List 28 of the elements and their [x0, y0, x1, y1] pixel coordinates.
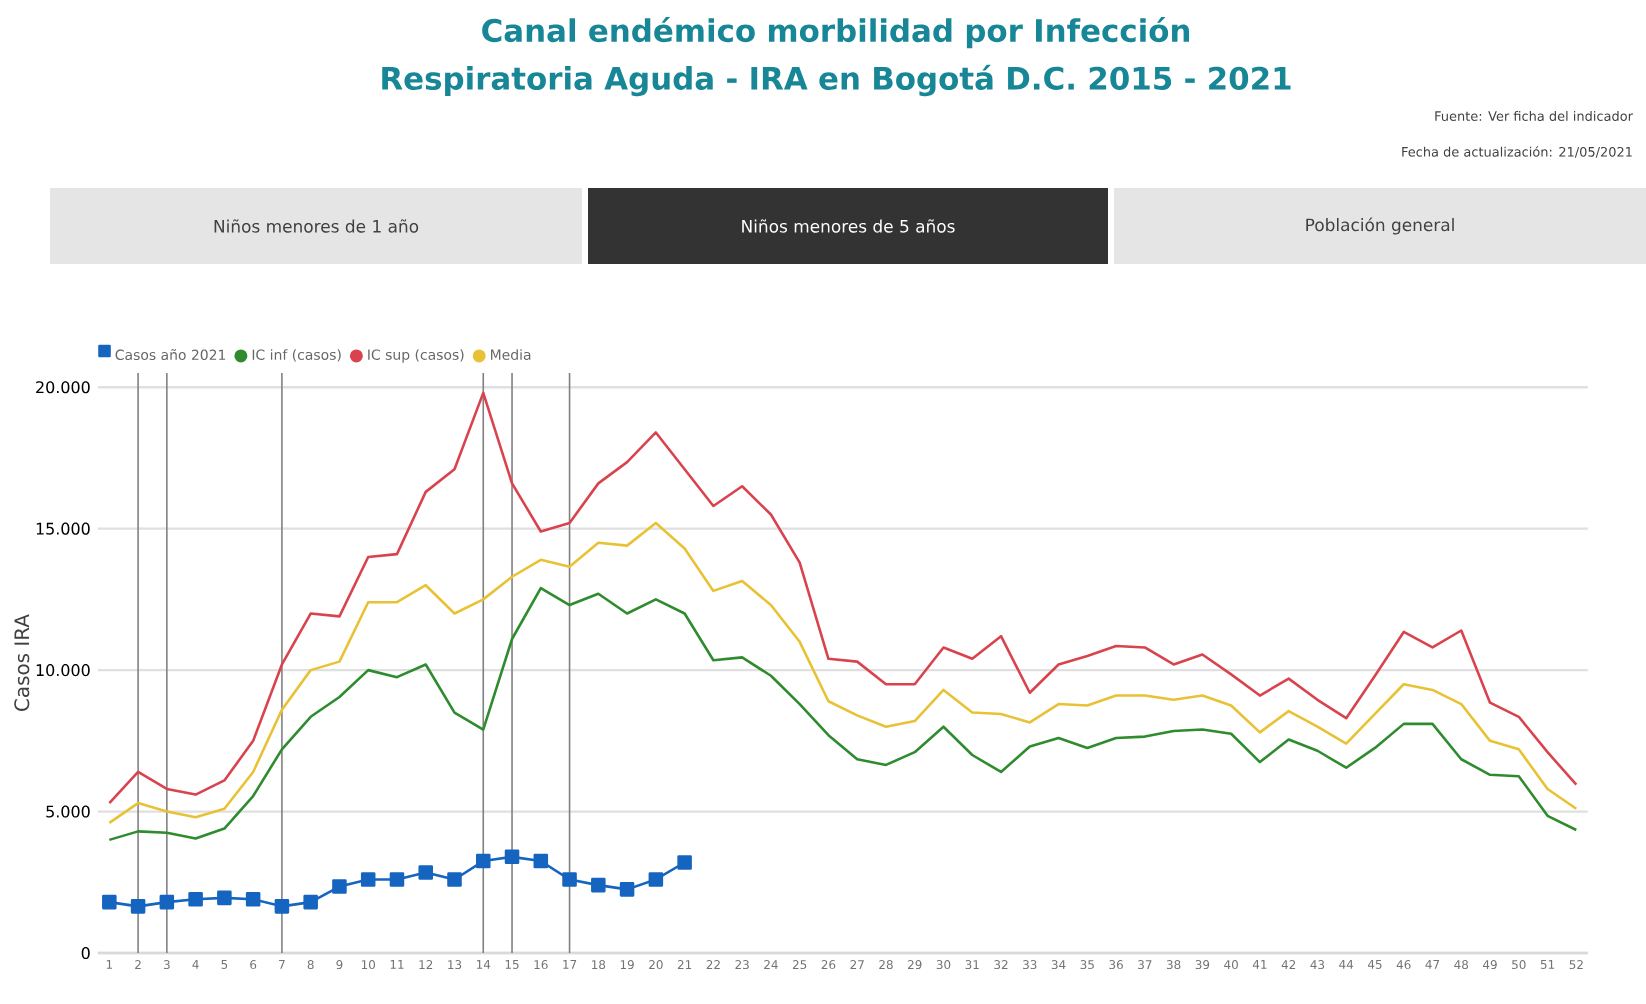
point [447, 872, 462, 887]
point [591, 877, 606, 893]
point [389, 872, 405, 887]
point [245, 892, 261, 907]
text: Niños menores de 1 año [214, 219, 419, 233]
point [648, 872, 664, 887]
point [159, 894, 175, 910]
point [332, 879, 347, 894]
point [188, 892, 203, 907]
point [418, 865, 434, 880]
point [360, 872, 376, 887]
text: Población general [1306, 217, 1454, 235]
point [619, 882, 635, 897]
point [562, 872, 577, 887]
point [303, 894, 318, 910]
line-series [108, 586, 1578, 842]
point [130, 899, 146, 914]
chart-title: Canal endémico morbilidad por Infección Respiratoria Aguda - IRA en Bogotá D.C. 2015 - 2021 [382, 17, 1291, 97]
text: Niños menores de 5 años [742, 219, 955, 233]
y-axis-title: Casos IRA [14, 614, 30, 711]
point [102, 894, 117, 910]
point [677, 855, 692, 870]
point [504, 849, 520, 865]
point [533, 853, 549, 869]
line-series [108, 521, 1578, 825]
point [217, 890, 232, 906]
point [274, 899, 290, 914]
point [475, 853, 491, 869]
